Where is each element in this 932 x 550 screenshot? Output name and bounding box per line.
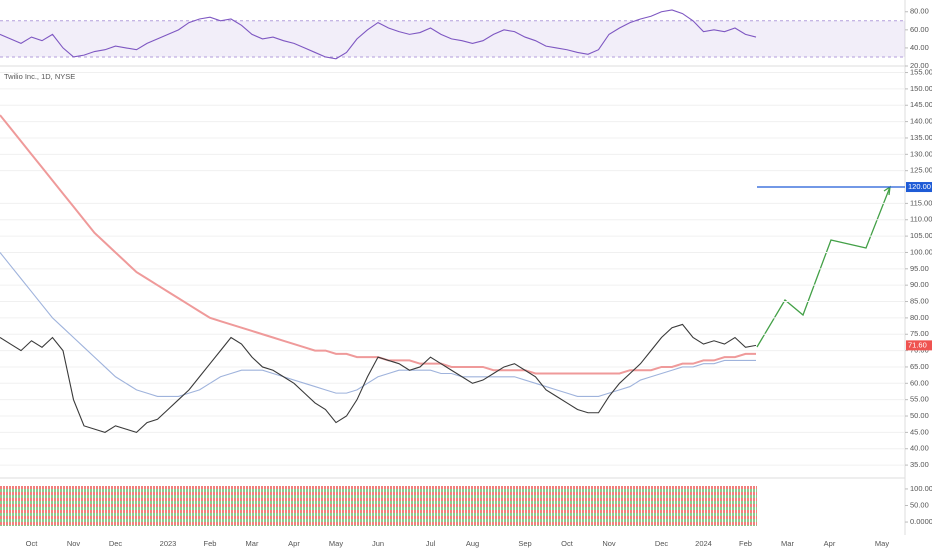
x-tick-label: Aug — [466, 539, 479, 548]
x-tick-label: Apr — [824, 539, 836, 548]
y-tick-label: 20.00 — [910, 61, 929, 70]
price-label-box — [906, 340, 932, 351]
series-line — [0, 9, 757, 60]
x-tick-label: May — [329, 539, 343, 548]
y-tick-label: 50.00 — [910, 411, 929, 420]
y-tick-label: 130.00 — [910, 149, 932, 158]
y-tick-label: 80.00 — [910, 313, 929, 322]
plot-layer: 20.00 40.00 60.00 80.00 35.00 40.00 45.00 50.00… — [0, 7, 932, 548]
y-tick-label: 40.00 — [910, 444, 929, 453]
x-tick-label: Feb — [204, 539, 217, 548]
y-tick-label: 80.00 — [910, 7, 929, 16]
y-tick-label: 145.00 — [910, 100, 932, 109]
y-tick-label: 85.00 — [910, 297, 929, 306]
y-tick-label: 135.00 — [910, 133, 932, 142]
x-tick-label: Mar — [781, 539, 794, 548]
y-tick-label: 45.00 — [910, 427, 929, 436]
y-tick-label: 60.00 — [910, 378, 929, 387]
price-label: 120.00 — [908, 182, 931, 191]
x-tick-label: Sep — [518, 539, 531, 548]
x-tick-label: Apr — [288, 539, 300, 548]
y-tick-label: 75.00 — [910, 329, 929, 338]
y-tick-label: 105.00 — [910, 231, 932, 240]
y-tick-label: 100.00 — [910, 484, 932, 493]
x-tick-label: Mar — [246, 539, 259, 548]
y-tick-label: 35.00 — [910, 460, 929, 469]
y-tick-label: 60.00 — [910, 25, 929, 34]
x-tick-label: Nov — [67, 539, 81, 548]
x-tick-label: Oct — [561, 539, 574, 548]
y-tick-label: 140.00 — [910, 117, 932, 126]
projection-path — [756, 186, 891, 348]
series-line — [0, 323, 757, 434]
x-tick-label: Nov — [602, 539, 616, 548]
x-tick-label: Oct — [26, 539, 39, 548]
y-tick-label: 0.0000 — [910, 517, 932, 526]
x-tick-label: Dec — [655, 539, 669, 548]
y-tick-label: 155.00 — [910, 68, 932, 77]
y-tick-label: 150.00 — [910, 84, 932, 93]
price-label: 71.60 — [908, 340, 927, 349]
x-tick-label: Jul — [426, 539, 436, 548]
x-tick-label: May — [875, 539, 889, 548]
x-tick-label: Feb — [739, 539, 752, 548]
x-tick-label: Jun — [372, 539, 384, 548]
indicator-bars — [0, 486, 757, 526]
y-tick-label: 90.00 — [910, 280, 929, 289]
chart-title: Twilio Inc., 1D, NYSE — [4, 72, 75, 81]
x-tick-label: 2023 — [160, 539, 177, 548]
y-tick-label: 115.00 — [910, 198, 932, 207]
x-tick-label: 2024 — [695, 539, 712, 548]
y-tick-label: 95.00 — [910, 264, 929, 273]
price-label-box — [906, 182, 932, 193]
x-tick-label: Dec — [109, 539, 123, 548]
y-tick-label: 110.00 — [910, 215, 932, 224]
y-tick-label: 55.00 — [910, 395, 929, 404]
y-tick-label: 65.00 — [910, 362, 929, 371]
y-tick-label: 40.00 — [910, 43, 929, 52]
series-line — [0, 252, 756, 397]
y-tick-label: 125.00 — [910, 166, 932, 175]
y-tick-label: 50.00 — [910, 500, 929, 509]
y-tick-label: 100.00 — [910, 247, 932, 256]
